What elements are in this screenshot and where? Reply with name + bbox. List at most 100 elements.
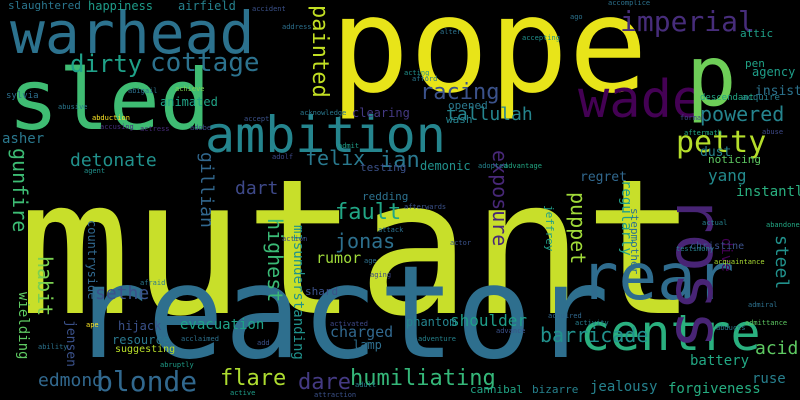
cloud-word: accusing <box>100 123 134 131</box>
cloud-word: wielding <box>15 292 31 360</box>
cloud-word: resource <box>112 333 170 347</box>
cloud-word: phantom <box>406 315 457 329</box>
cloud-word: action <box>282 235 308 243</box>
cloud-word: advantage <box>504 162 542 170</box>
cloud-word: ape <box>86 321 99 329</box>
cloud-word: noticing <box>708 153 761 166</box>
cloud-word: forgiveness <box>668 381 761 397</box>
cloud-word: adopted <box>478 162 508 170</box>
cloud-word: flare <box>220 366 287 391</box>
cloud-word: afford <box>412 75 438 83</box>
cloud-word: insist <box>755 84 800 99</box>
cloud-word: aftermath <box>684 129 722 137</box>
cloud-word: abandoned <box>766 221 800 229</box>
cloud-word: suggesting <box>115 344 176 355</box>
cloud-word: adult <box>355 381 377 389</box>
cloud-word: acting <box>404 69 430 77</box>
cloud-word: hijack <box>118 319 162 333</box>
cloud-word: acknowledge <box>300 109 347 117</box>
cloud-word: accomplice <box>608 0 651 7</box>
cloud-word: rear <box>580 241 735 315</box>
cloud-word: instantly <box>736 184 800 200</box>
cloud-word: jeffrey <box>543 205 556 252</box>
cloud-word: advance <box>496 327 526 335</box>
cloud-word: yang <box>708 166 747 185</box>
cloud-word: reactor <box>70 239 610 388</box>
cloud-word: cannibal <box>470 383 523 396</box>
cloud-word: slaughtered <box>8 0 81 12</box>
cloud-word: actress <box>140 125 170 133</box>
cloud-word: p <box>686 27 737 125</box>
cloud-word: acquaintance <box>714 258 765 266</box>
cloud-word: dart <box>235 178 279 199</box>
cloud-word: activated <box>330 320 368 328</box>
cloud-word: airfield <box>178 0 236 13</box>
cloud-word: redding <box>362 190 409 203</box>
cloud-word: pope <box>330 0 648 123</box>
cloud-word: fault <box>335 200 402 225</box>
cloud-word: admit <box>338 142 360 150</box>
cloud-word: asher <box>2 131 45 147</box>
cloud-word: blonde <box>96 365 198 398</box>
cloud-word: achieve <box>175 85 205 93</box>
cloud-word: ago <box>570 13 583 21</box>
cloud-word: admiral <box>748 301 778 309</box>
cloud-word: painted <box>307 5 332 98</box>
cloud-word: admittance <box>745 319 788 327</box>
cloud-word: clearing <box>352 106 410 120</box>
cloud-word: rumor <box>316 249 362 267</box>
cloud-word: adventure <box>418 335 456 343</box>
cloud-word: stepmother <box>628 208 641 275</box>
cloud-word: cottage <box>150 48 260 78</box>
cloud-word: bizarre <box>532 383 579 396</box>
cloud-word: acquire <box>742 93 780 103</box>
cloud-word: edmond <box>38 370 104 391</box>
cloud-word: abduction <box>92 114 130 122</box>
cloud-word: countryside <box>85 220 99 300</box>
cloud-word: battery <box>690 353 750 369</box>
cloud-word: actual <box>702 219 728 227</box>
cloud-word: formal <box>680 114 706 122</box>
cloud-word: christine <box>690 241 745 252</box>
cloud-word: animated <box>160 95 218 109</box>
cloud-word: tallulah <box>446 104 533 125</box>
cloud-word: attack <box>378 226 404 234</box>
cloud-word: powered <box>700 102 785 126</box>
cloud-word: dare <box>298 370 351 395</box>
cloud-word: shard <box>305 285 339 298</box>
cloud-word: activity <box>575 319 609 327</box>
cloud-word: afterwards <box>404 203 447 211</box>
cloud-word: jonas <box>335 229 396 253</box>
cloud-word: attic <box>740 27 774 40</box>
cloud-word: regret <box>580 170 627 185</box>
cloud-word: alter <box>440 28 462 36</box>
cloud-word: opened <box>448 99 488 112</box>
cloud-word: actor <box>450 239 472 247</box>
cloud-word: evacuation <box>180 317 265 333</box>
cloud-word: attraction <box>314 391 357 399</box>
cloud-word: agency <box>752 65 796 79</box>
cloud-word: abuse <box>762 128 784 136</box>
cloud-word: abigail <box>128 87 158 95</box>
cloud-word: sylvia <box>6 91 39 101</box>
cloud-word: misunderstanding <box>290 225 306 360</box>
cloud-word: age <box>364 257 377 265</box>
cloud-word: jealousy <box>590 379 658 395</box>
cloud-word: aging <box>370 271 392 279</box>
cloud-word: adobe <box>190 124 212 132</box>
cloud-word: abruptly <box>160 361 194 369</box>
cloud-word: accepting <box>522 34 560 42</box>
cloud-word: wash <box>446 113 473 126</box>
cloud-word: descendant <box>700 93 755 103</box>
cloud-word: petty <box>676 125 767 160</box>
cloud-word: sled <box>8 51 211 149</box>
cloud-word: acid <box>755 338 799 359</box>
cloud-word: testing <box>360 161 407 174</box>
cloud-word: gunfire <box>8 148 32 233</box>
cloud-word: imperial <box>620 5 755 38</box>
cloud-word: racing <box>420 80 500 105</box>
cloud-word: abusive <box>58 103 88 111</box>
cloud-word: centre <box>580 304 761 362</box>
cloud-word: ability <box>38 343 68 351</box>
